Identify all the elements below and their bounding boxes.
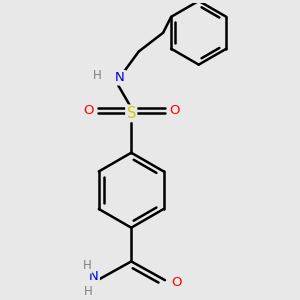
Text: O: O bbox=[169, 104, 180, 117]
Text: H: H bbox=[84, 285, 92, 298]
Text: O: O bbox=[83, 104, 93, 117]
Text: S: S bbox=[127, 106, 136, 121]
Text: N: N bbox=[89, 270, 99, 283]
Text: H: H bbox=[82, 260, 91, 272]
Text: O: O bbox=[171, 276, 181, 289]
Text: H: H bbox=[93, 69, 102, 82]
Text: N: N bbox=[115, 71, 125, 84]
